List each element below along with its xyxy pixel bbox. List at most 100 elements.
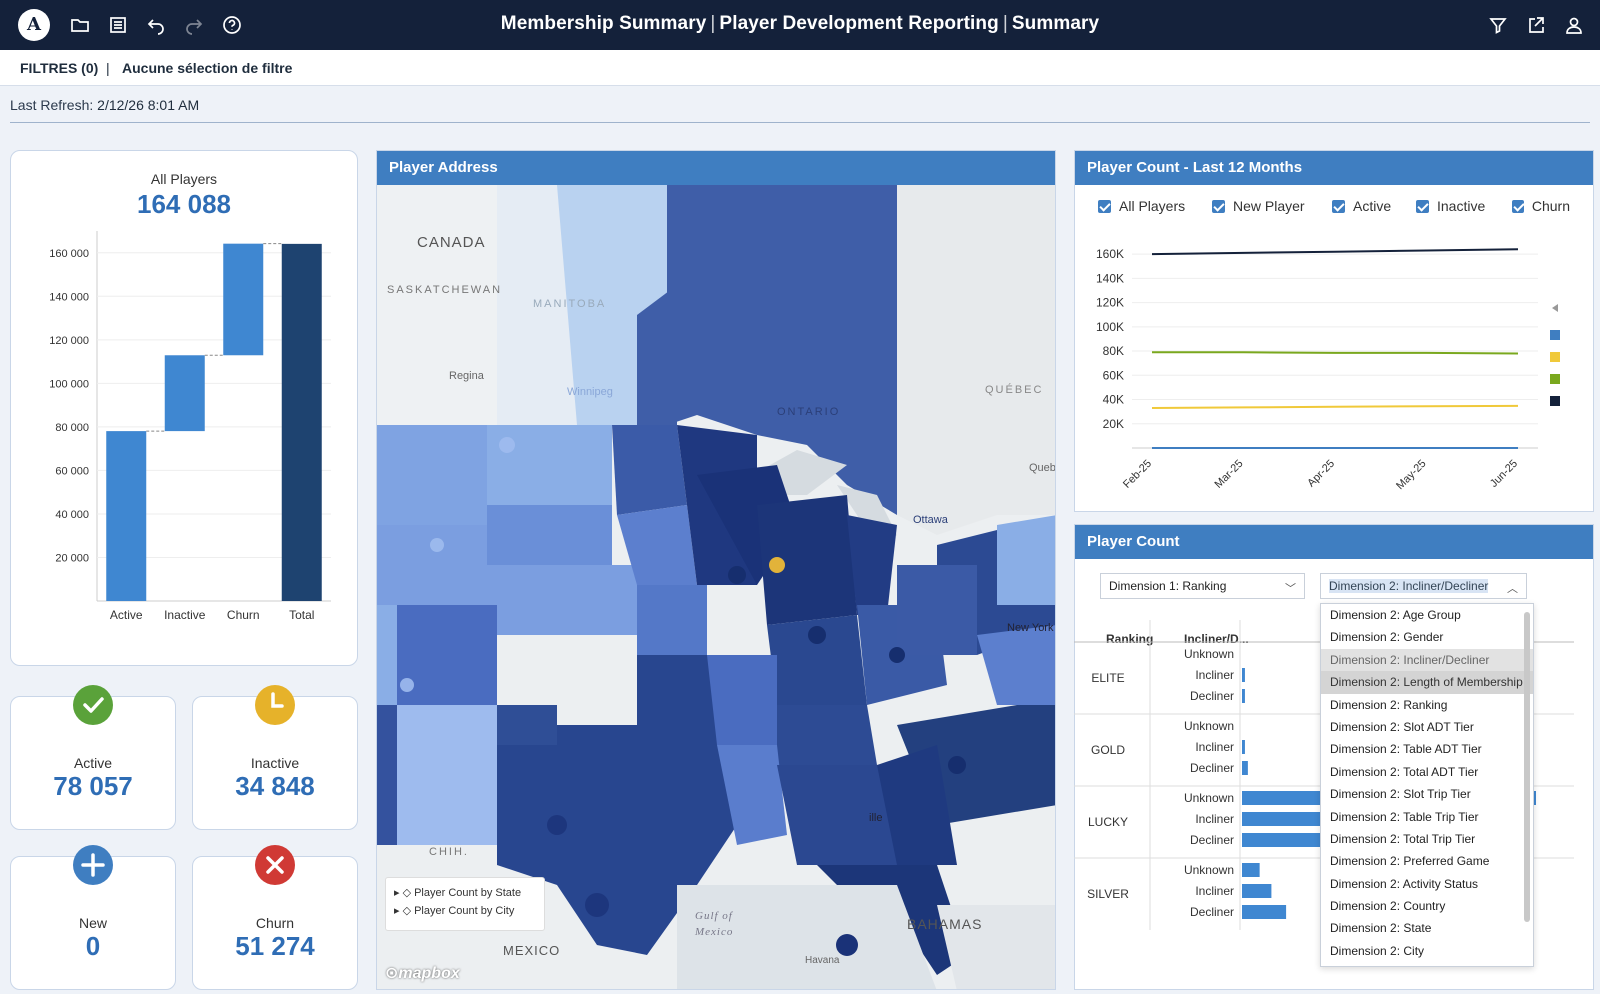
dropdown-option[interactable]: Dimension 2: Preferred Game [1330, 854, 1490, 869]
folder-icon[interactable] [68, 13, 92, 37]
dropdown-option[interactable]: Dimension 2: State [1330, 921, 1432, 936]
dimension-2-dropdown[interactable]: Dimension 2: Age Group Dimension 2: Gende… [1320, 603, 1534, 967]
filter-icon[interactable] [1486, 13, 1510, 37]
map-label-ottawa: Ottawa [913, 514, 949, 526]
dropdown-option[interactable]: Dimension 2: Ranking [1330, 697, 1448, 712]
dimension-1-value: Dimension 1: Ranking [1109, 579, 1227, 593]
count-bar [1242, 740, 1245, 754]
bar-panel-title: Player Count [1075, 525, 1593, 559]
legend-new-player[interactable]: New Player [1212, 198, 1305, 214]
city-marker[interactable] [769, 557, 785, 573]
dropdown-option[interactable]: Dimension 2: City [1330, 943, 1425, 958]
title-part-2: Player Development Reporting [719, 13, 999, 34]
share-icon[interactable] [1524, 13, 1548, 37]
player-address-panel: Player Address [376, 150, 1056, 990]
segment-label: Incliner [1195, 884, 1234, 898]
count-bar [1242, 668, 1245, 682]
title-part-1: Membership Summary [500, 13, 707, 34]
dropdown-option[interactable]: Dimension 2: Gender [1330, 630, 1444, 645]
y-tick-label: 160 000 [49, 248, 89, 260]
title-part-3: Summary [1011, 13, 1100, 34]
dropdown-option[interactable]: Dimension 2: Length of Membership [1321, 671, 1533, 694]
map-label-bahamas: BAHAMAS [907, 916, 982, 932]
churn-card: Churn 51 274 [192, 845, 358, 990]
bar-churn [223, 243, 264, 356]
user-icon[interactable] [1562, 13, 1586, 37]
dropdown-option[interactable]: Dimension 2: Table Trip Tier [1330, 809, 1479, 824]
legend-label: Inactive [1437, 198, 1486, 214]
filters-value: Aucune sélection de filtre [122, 60, 293, 76]
map-label-newyork: New York [1007, 622, 1054, 634]
map-view[interactable]: CANADA SASKATCHEWAN MANITOBA ONTARIO QUÉ… [377, 185, 1056, 990]
dropdown-option[interactable]: Dimension 2: Slot ADT Tier [1330, 719, 1474, 734]
filters-label[interactable]: FILTRES (0) [20, 60, 99, 76]
all-players-title: All Players [150, 171, 218, 187]
dimension-1-select[interactable]: Dimension 1: Ranking ﹀ [1100, 573, 1305, 599]
filter-bar: FILTRES (0) | Aucune sélection de filtre [0, 50, 1600, 86]
segment-label: Unknown [1184, 791, 1234, 805]
map-panel-title: Player Address [377, 151, 1055, 185]
dropdown-option[interactable]: Dimension 2: Country [1330, 899, 1446, 914]
series-line-active [1152, 351, 1519, 355]
list-icon[interactable] [106, 13, 130, 37]
x-tick-label: Active [110, 608, 143, 622]
legend-all-players[interactable]: All Players [1098, 198, 1185, 214]
plus-icon [73, 845, 113, 885]
filters-separator: | [106, 60, 110, 76]
segment-label: Incliner [1195, 812, 1234, 826]
legend-swatch [1550, 396, 1560, 406]
mapbox-label: mapbox [398, 965, 460, 982]
layer-city-label: Player Count by City [414, 905, 515, 917]
layer-state[interactable]: ▸ ◇ Player Count by State [394, 887, 522, 899]
x-tick-label: Apr-25 [1305, 458, 1337, 490]
x-tick-label: Feb-25 [1121, 458, 1154, 491]
series-line-all-players [1151, 248, 1519, 256]
map-label-mexico-gulf: Mexico [694, 926, 733, 938]
chevron-up-icon: ︿ [1507, 583, 1518, 595]
dropdown-option[interactable]: Dimension 2: Age Group [1330, 608, 1461, 622]
legend-churn[interactable]: Churn [1512, 198, 1570, 214]
dropdown-option[interactable]: Dimension 2: Incliner/Decliner [1321, 648, 1533, 672]
segment-label: Decliner [1190, 761, 1234, 775]
y-tick-label: 140 000 [49, 291, 89, 303]
map-label-gulf: Gulf of [695, 910, 734, 922]
waterfall-chart: 20 000 40 000 60 000 80 000 100 000 120 000 14… [49, 231, 331, 622]
checkbox-icon [1332, 199, 1345, 213]
active-title: Active [73, 755, 113, 771]
mapbox-attribution[interactable]: ⊙mapbox [385, 965, 460, 982]
segment-label: Decliner [1190, 833, 1234, 847]
dropdown-option[interactable]: Dimension 2: Slot Trip Tier [1330, 787, 1471, 802]
undo-icon[interactable] [144, 13, 168, 37]
segment-label: Decliner [1190, 905, 1234, 919]
segment-label: Unknown [1184, 863, 1234, 877]
map-label-havana: Havana [805, 955, 840, 966]
redo-icon[interactable] [182, 13, 206, 37]
map-label-chih: CHIH. [429, 846, 469, 858]
inactive-card: Inactive 34 848 [192, 685, 358, 830]
new-card: New 0 [10, 845, 176, 990]
legend-inactive[interactable]: Inactive [1416, 198, 1485, 214]
layer-city[interactable]: ▸ ◇ Player Count by City [394, 905, 515, 917]
segment-label: Incliner [1195, 740, 1234, 754]
dimension-2-select[interactable]: Dimension 2: Incliner/Decliner ︿ [1320, 573, 1527, 599]
legend-active[interactable]: Active [1332, 198, 1391, 214]
last-refresh-label: Last Refresh: [10, 97, 94, 113]
map-label-saskatchewan: SASKATCHEWAN [387, 284, 502, 296]
inactive-value: 34 848 [235, 771, 315, 801]
help-icon[interactable] [220, 13, 244, 37]
dropdown-option[interactable]: Dimension 2: Total ADT Tier [1330, 764, 1479, 779]
y-tick-label: 100K [1096, 320, 1124, 334]
count-bar [1242, 689, 1245, 703]
legend-scroll-icon [1552, 304, 1558, 312]
dropdown-option[interactable]: Dimension 2: Total Trip Tier [1330, 831, 1476, 846]
ranking-label: SILVER [1087, 887, 1129, 901]
app-logo[interactable]: A [18, 9, 50, 41]
dropdown-option[interactable]: Dimension 2: Activity Status [1330, 876, 1479, 891]
bar-active [106, 431, 147, 601]
top-bar: A Membership Summary | Player Development … [0, 0, 1600, 50]
dropdown-option[interactable]: Dimension 2: Table ADT Tier [1330, 742, 1482, 757]
legend-swatch [1550, 330, 1560, 340]
dropdown-scrollbar[interactable] [1524, 612, 1530, 922]
new-title: New [78, 915, 107, 931]
close-icon [255, 845, 295, 885]
